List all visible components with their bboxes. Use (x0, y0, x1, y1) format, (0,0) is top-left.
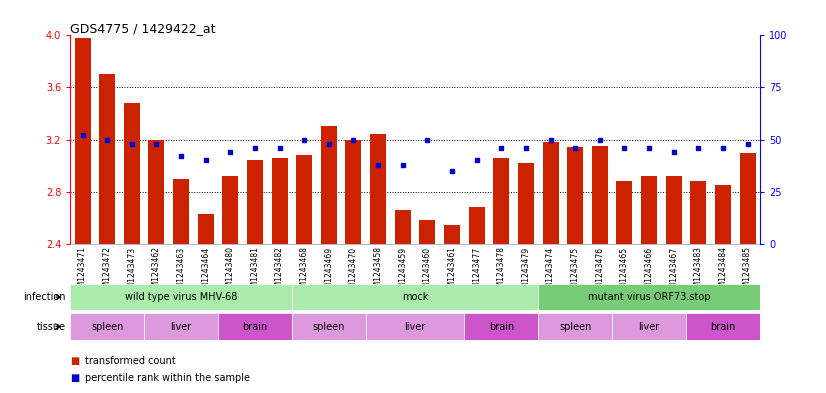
Bar (297, 155, 312, 244)
Bar (218, 313, 292, 340)
Bar (616, 181, 633, 244)
Text: brain: brain (710, 321, 736, 332)
Text: ■: ■ (70, 373, 79, 383)
Bar (543, 142, 558, 244)
Bar (567, 147, 583, 244)
Bar (70, 313, 144, 340)
Text: brain: brain (242, 321, 268, 332)
Bar (197, 214, 214, 244)
Text: spleen: spleen (559, 321, 591, 332)
Text: liver: liver (170, 321, 192, 332)
Bar (144, 313, 218, 340)
Text: spleen: spleen (91, 321, 123, 332)
Bar (468, 207, 485, 244)
Bar (715, 185, 731, 244)
Text: transformed count: transformed count (85, 356, 176, 366)
Bar (739, 152, 756, 244)
Bar (518, 163, 534, 244)
Bar (173, 178, 189, 244)
Text: spleen: spleen (313, 321, 345, 332)
Bar (666, 176, 681, 244)
Bar (493, 158, 510, 244)
Bar (74, 38, 91, 244)
Text: liver: liver (405, 321, 425, 332)
Bar (272, 158, 287, 244)
Bar (292, 284, 539, 310)
Bar (222, 176, 239, 244)
Bar (691, 181, 706, 244)
Bar (591, 146, 608, 244)
Text: tissue: tissue (37, 321, 66, 332)
Bar (641, 176, 657, 244)
Text: infection: infection (24, 292, 66, 302)
Bar (464, 313, 539, 340)
Bar (366, 313, 464, 340)
Bar (539, 284, 760, 310)
Text: GDS4775 / 1429422_at: GDS4775 / 1429422_at (70, 22, 216, 35)
Bar (99, 74, 115, 244)
Bar (686, 313, 760, 340)
Text: percentile rank within the sample: percentile rank within the sample (85, 373, 250, 383)
Bar (247, 160, 263, 244)
Text: mutant virus ORF73.stop: mutant virus ORF73.stop (588, 292, 710, 302)
Bar (320, 127, 337, 244)
Text: liver: liver (638, 321, 660, 332)
Bar (70, 284, 292, 310)
Bar (292, 313, 366, 340)
Bar (612, 313, 686, 340)
Bar (444, 226, 460, 244)
Bar (370, 134, 386, 244)
Bar (124, 103, 140, 244)
Bar (395, 210, 411, 244)
Text: brain: brain (489, 321, 514, 332)
Bar (539, 313, 612, 340)
Bar (149, 140, 164, 244)
Text: mock: mock (402, 292, 428, 302)
Bar (345, 140, 362, 244)
Bar (420, 220, 435, 244)
Text: ■: ■ (70, 356, 79, 366)
Text: wild type virus MHV-68: wild type virus MHV-68 (125, 292, 237, 302)
